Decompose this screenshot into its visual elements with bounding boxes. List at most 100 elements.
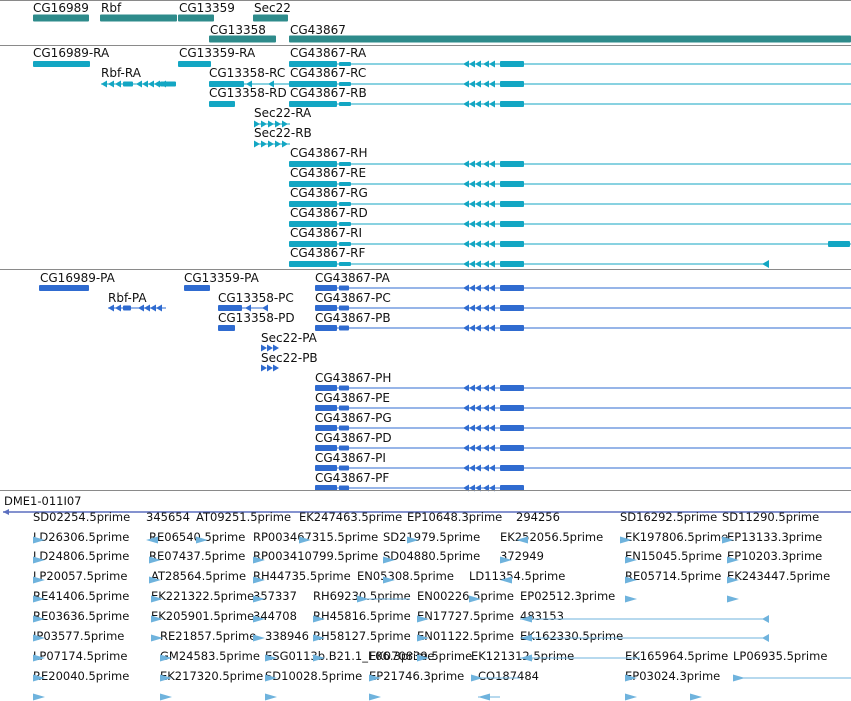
exon-block[interactable]: [828, 241, 850, 247]
est-mark[interactable]: [160, 693, 172, 701]
est-mark[interactable]: [33, 693, 45, 701]
est-mark[interactable]: [383, 576, 395, 584]
exon-block[interactable]: [339, 102, 351, 106]
gene-bar[interactable]: [209, 35, 276, 43]
est-mark[interactable]: [265, 674, 277, 682]
exon-block[interactable]: [339, 385, 349, 391]
est-mark[interactable]: [625, 595, 637, 603]
est-mark[interactable]: [33, 674, 45, 682]
est-mark[interactable]: [407, 536, 419, 544]
exon-block[interactable]: [209, 81, 244, 87]
exon-block[interactable]: [500, 241, 524, 247]
exon-block[interactable]: [339, 425, 349, 431]
est-mark[interactable]: [516, 536, 528, 544]
est-mark[interactable]: [253, 556, 265, 564]
exon-block[interactable]: [339, 405, 349, 411]
exon-block[interactable]: [218, 325, 235, 331]
est-mark[interactable]: [253, 634, 265, 642]
exon-block[interactable]: [500, 201, 524, 207]
exon-block[interactable]: [315, 325, 337, 331]
exon-block[interactable]: [339, 82, 351, 86]
est-mark[interactable]: [160, 654, 172, 662]
exon-block[interactable]: [339, 242, 351, 246]
exon-block[interactable]: [160, 81, 176, 87]
exon-block[interactable]: [339, 305, 349, 311]
gene-bar[interactable]: [100, 14, 177, 22]
est-mark[interactable]: [625, 693, 637, 701]
exon-block[interactable]: [289, 61, 337, 67]
est-mark[interactable]: [625, 556, 637, 564]
est-mark[interactable]: [33, 595, 45, 603]
est-mark[interactable]: [151, 634, 163, 642]
est-mark[interactable]: [196, 536, 208, 544]
est-mark[interactable]: [369, 674, 381, 682]
exon-block[interactable]: [500, 405, 524, 411]
exon-block[interactable]: [500, 445, 524, 451]
est-mark[interactable]: [33, 654, 45, 662]
gene-bar[interactable]: [289, 35, 851, 43]
exon-block[interactable]: [500, 101, 524, 107]
est-mark[interactable]: [146, 536, 158, 544]
exon-block[interactable]: [289, 221, 337, 227]
est-mark[interactable]: [253, 595, 265, 603]
est-mark[interactable]: [620, 536, 632, 544]
exon-block[interactable]: [339, 285, 349, 291]
exon-block[interactable]: [500, 261, 524, 267]
est-mark[interactable]: [33, 536, 45, 544]
gene-bar[interactable]: [253, 14, 288, 22]
exon-block[interactable]: [289, 181, 337, 187]
est-mark[interactable]: [313, 634, 325, 642]
exon-block[interactable]: [315, 465, 337, 471]
exon-block[interactable]: [315, 405, 337, 411]
est-mark[interactable]: [417, 634, 429, 642]
exon-block[interactable]: [500, 485, 524, 491]
est-mark[interactable]: [369, 693, 381, 701]
exon-block[interactable]: [500, 61, 524, 67]
est-mark[interactable]: [313, 615, 325, 623]
est-mark[interactable]: [265, 693, 277, 701]
exon-block[interactable]: [500, 221, 524, 227]
est-mark[interactable]: [33, 556, 45, 564]
est-mark[interactable]: [33, 615, 45, 623]
est-mark[interactable]: [625, 576, 637, 584]
est-mark[interactable]: [500, 576, 512, 584]
exon-block[interactable]: [500, 385, 524, 391]
est-mark[interactable]: [160, 674, 172, 682]
est-mark[interactable]: [500, 556, 512, 564]
est-mark[interactable]: [33, 634, 45, 642]
est-mark[interactable]: [727, 595, 739, 603]
exon-block[interactable]: [500, 285, 524, 291]
exon-block[interactable]: [339, 465, 349, 471]
est-mark[interactable]: [625, 674, 637, 682]
est-mark[interactable]: [690, 693, 702, 701]
est-mark[interactable]: [417, 654, 429, 662]
exon-block[interactable]: [218, 305, 242, 311]
est-mark[interactable]: [151, 595, 163, 603]
est-mark[interactable]: [299, 536, 311, 544]
exon-block[interactable]: [315, 425, 337, 431]
exon-block[interactable]: [339, 325, 349, 331]
est-mark[interactable]: [722, 536, 734, 544]
exon-block[interactable]: [209, 101, 235, 107]
exon-block[interactable]: [289, 241, 337, 247]
est-mark[interactable]: [727, 556, 739, 564]
exon-block[interactable]: [289, 201, 337, 207]
exon-block[interactable]: [123, 305, 131, 311]
est-mark[interactable]: [253, 615, 265, 623]
exon-block[interactable]: [339, 162, 351, 166]
exon-block[interactable]: [500, 305, 524, 311]
exon-block[interactable]: [289, 161, 337, 167]
est-mark[interactable]: [417, 615, 429, 623]
est-mark[interactable]: [727, 576, 739, 584]
exon-block[interactable]: [33, 61, 90, 67]
exon-block[interactable]: [178, 61, 211, 67]
est-mark[interactable]: [33, 576, 45, 584]
exon-block[interactable]: [123, 81, 133, 87]
est-mark[interactable]: [149, 556, 161, 564]
exon-block[interactable]: [500, 81, 524, 87]
est-mark[interactable]: [265, 654, 277, 662]
exon-block[interactable]: [315, 445, 337, 451]
exon-block[interactable]: [315, 385, 337, 391]
gene-bar[interactable]: [178, 14, 214, 22]
est-mark[interactable]: [253, 576, 265, 584]
